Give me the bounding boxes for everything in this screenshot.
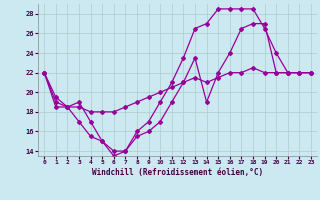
X-axis label: Windchill (Refroidissement éolien,°C): Windchill (Refroidissement éolien,°C) xyxy=(92,168,263,177)
